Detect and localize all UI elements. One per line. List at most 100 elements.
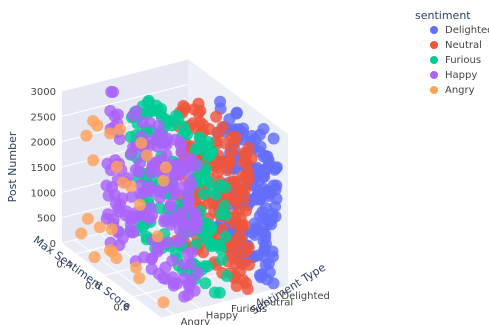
- data-point: [93, 221, 106, 234]
- data-point: [214, 95, 227, 108]
- data-point: [197, 246, 210, 259]
- data-point: [161, 116, 174, 129]
- data-point: [138, 185, 151, 198]
- data-point: [267, 132, 280, 145]
- data-point: [157, 272, 170, 284]
- z-tick-label: 2000: [31, 138, 56, 149]
- y-tick-label: Furious: [231, 304, 267, 315]
- data-point: [120, 205, 133, 218]
- data-point: [88, 251, 101, 264]
- data-point: [159, 161, 172, 174]
- data-point: [105, 223, 118, 236]
- data-point: [133, 272, 146, 285]
- data-point: [140, 149, 153, 162]
- data-point: [183, 194, 195, 207]
- legend-marker: [430, 86, 438, 94]
- data-point: [106, 181, 118, 194]
- data-point: [242, 241, 255, 254]
- data-point: [104, 127, 116, 140]
- data-point: [174, 136, 186, 149]
- data-point: [194, 133, 207, 146]
- data-point: [210, 110, 223, 123]
- data-point: [175, 146, 188, 159]
- data-point: [136, 116, 149, 129]
- data-point: [220, 209, 232, 221]
- data-point: [239, 150, 252, 163]
- data-point: [133, 198, 146, 211]
- data-point: [190, 222, 203, 235]
- data-point: [168, 188, 181, 200]
- data-point: [219, 230, 232, 243]
- data-point: [164, 218, 177, 231]
- data-point: [230, 280, 243, 292]
- data-point: [133, 157, 146, 170]
- data-point: [125, 190, 138, 203]
- data-point: [199, 277, 212, 290]
- data-point: [81, 212, 94, 225]
- data-point: [157, 174, 170, 187]
- z-axis-title: Post Number: [6, 131, 19, 202]
- data-point: [143, 212, 156, 225]
- data-point: [144, 202, 157, 215]
- data-point: [218, 200, 231, 212]
- legend-item-label: Furious: [445, 55, 481, 66]
- y-tick-label: Delighted: [281, 291, 330, 302]
- y-tick-label: Happy: [206, 310, 238, 321]
- data-point: [177, 100, 190, 112]
- data-point: [105, 85, 118, 98]
- data-point: [252, 167, 264, 180]
- data-point: [192, 143, 205, 156]
- data-point: [80, 129, 93, 142]
- data-point: [171, 277, 184, 290]
- data-point: [219, 181, 231, 194]
- data-point: [155, 102, 167, 115]
- data-point: [100, 212, 113, 225]
- legend-item-label: Happy: [445, 70, 477, 81]
- z-gridline: [61, 58, 189, 92]
- plot-scene: 0 500 1000 1500 2000 2500 3000 Post Number 0.4 0.…: [6, 58, 330, 325]
- data-point: [228, 137, 241, 150]
- data-point: [87, 154, 100, 167]
- data-point: [199, 165, 212, 178]
- legend-item-label: Delighted: [445, 25, 489, 36]
- data-point: [157, 296, 170, 309]
- data-point: [106, 245, 119, 258]
- data-point: [108, 109, 121, 122]
- data-point: [263, 158, 276, 171]
- data-point: [258, 242, 271, 255]
- data-point: [130, 261, 143, 274]
- data-point: [146, 252, 158, 265]
- data-point: [188, 103, 201, 116]
- data-point: [135, 137, 148, 149]
- z-tick-label: 0: [50, 239, 56, 250]
- data-point: [181, 247, 194, 260]
- data-point: [177, 258, 190, 271]
- z-tick-label: 500: [37, 214, 56, 225]
- data-point: [256, 205, 269, 218]
- data-point: [151, 243, 164, 256]
- data-point: [213, 286, 226, 299]
- data-point: [246, 226, 259, 239]
- data-point: [266, 207, 279, 220]
- data-point: [215, 253, 228, 266]
- data-point: [253, 128, 266, 141]
- data-point: [205, 240, 218, 253]
- data-point: [184, 153, 197, 166]
- data-point: [239, 171, 252, 184]
- data-point: [159, 261, 172, 274]
- data-point: [177, 120, 190, 133]
- series-angry: [75, 115, 172, 309]
- data-point: [127, 109, 140, 122]
- data-point: [193, 116, 206, 128]
- data-point: [197, 188, 210, 201]
- data-point: [189, 212, 202, 225]
- legend-marker: [430, 26, 438, 34]
- data-point: [164, 198, 177, 211]
- data-point: [259, 258, 272, 271]
- data-point: [248, 192, 261, 205]
- data-point: [243, 258, 256, 271]
- data-point: [221, 157, 234, 170]
- data-point: [161, 132, 174, 145]
- data-point: [182, 278, 195, 291]
